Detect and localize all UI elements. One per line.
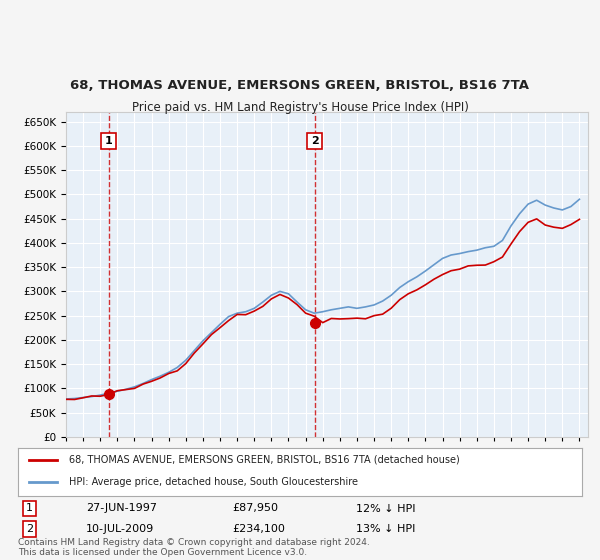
Text: 27-JUN-1997: 27-JUN-1997 [86,503,157,514]
Text: 1: 1 [105,136,112,146]
Text: £87,950: £87,950 [232,503,278,514]
Text: 13% ↓ HPI: 13% ↓ HPI [356,524,416,534]
Text: Price paid vs. HM Land Registry's House Price Index (HPI): Price paid vs. HM Land Registry's House … [131,101,469,114]
Text: 68, THOMAS AVENUE, EMERSONS GREEN, BRISTOL, BS16 7TA: 68, THOMAS AVENUE, EMERSONS GREEN, BRIST… [71,80,530,92]
Text: 68, THOMAS AVENUE, EMERSONS GREEN, BRISTOL, BS16 7TA (detached house): 68, THOMAS AVENUE, EMERSONS GREEN, BRIST… [69,455,460,465]
Text: 2: 2 [26,524,33,534]
Text: 12% ↓ HPI: 12% ↓ HPI [356,503,416,514]
Text: £234,100: £234,100 [232,524,285,534]
Text: 2: 2 [311,136,319,146]
Text: 10-JUL-2009: 10-JUL-2009 [86,524,154,534]
Text: Contains HM Land Registry data © Crown copyright and database right 2024.
This d: Contains HM Land Registry data © Crown c… [18,538,370,557]
Text: HPI: Average price, detached house, South Gloucestershire: HPI: Average price, detached house, Sout… [69,477,358,487]
Text: 1: 1 [26,503,33,514]
